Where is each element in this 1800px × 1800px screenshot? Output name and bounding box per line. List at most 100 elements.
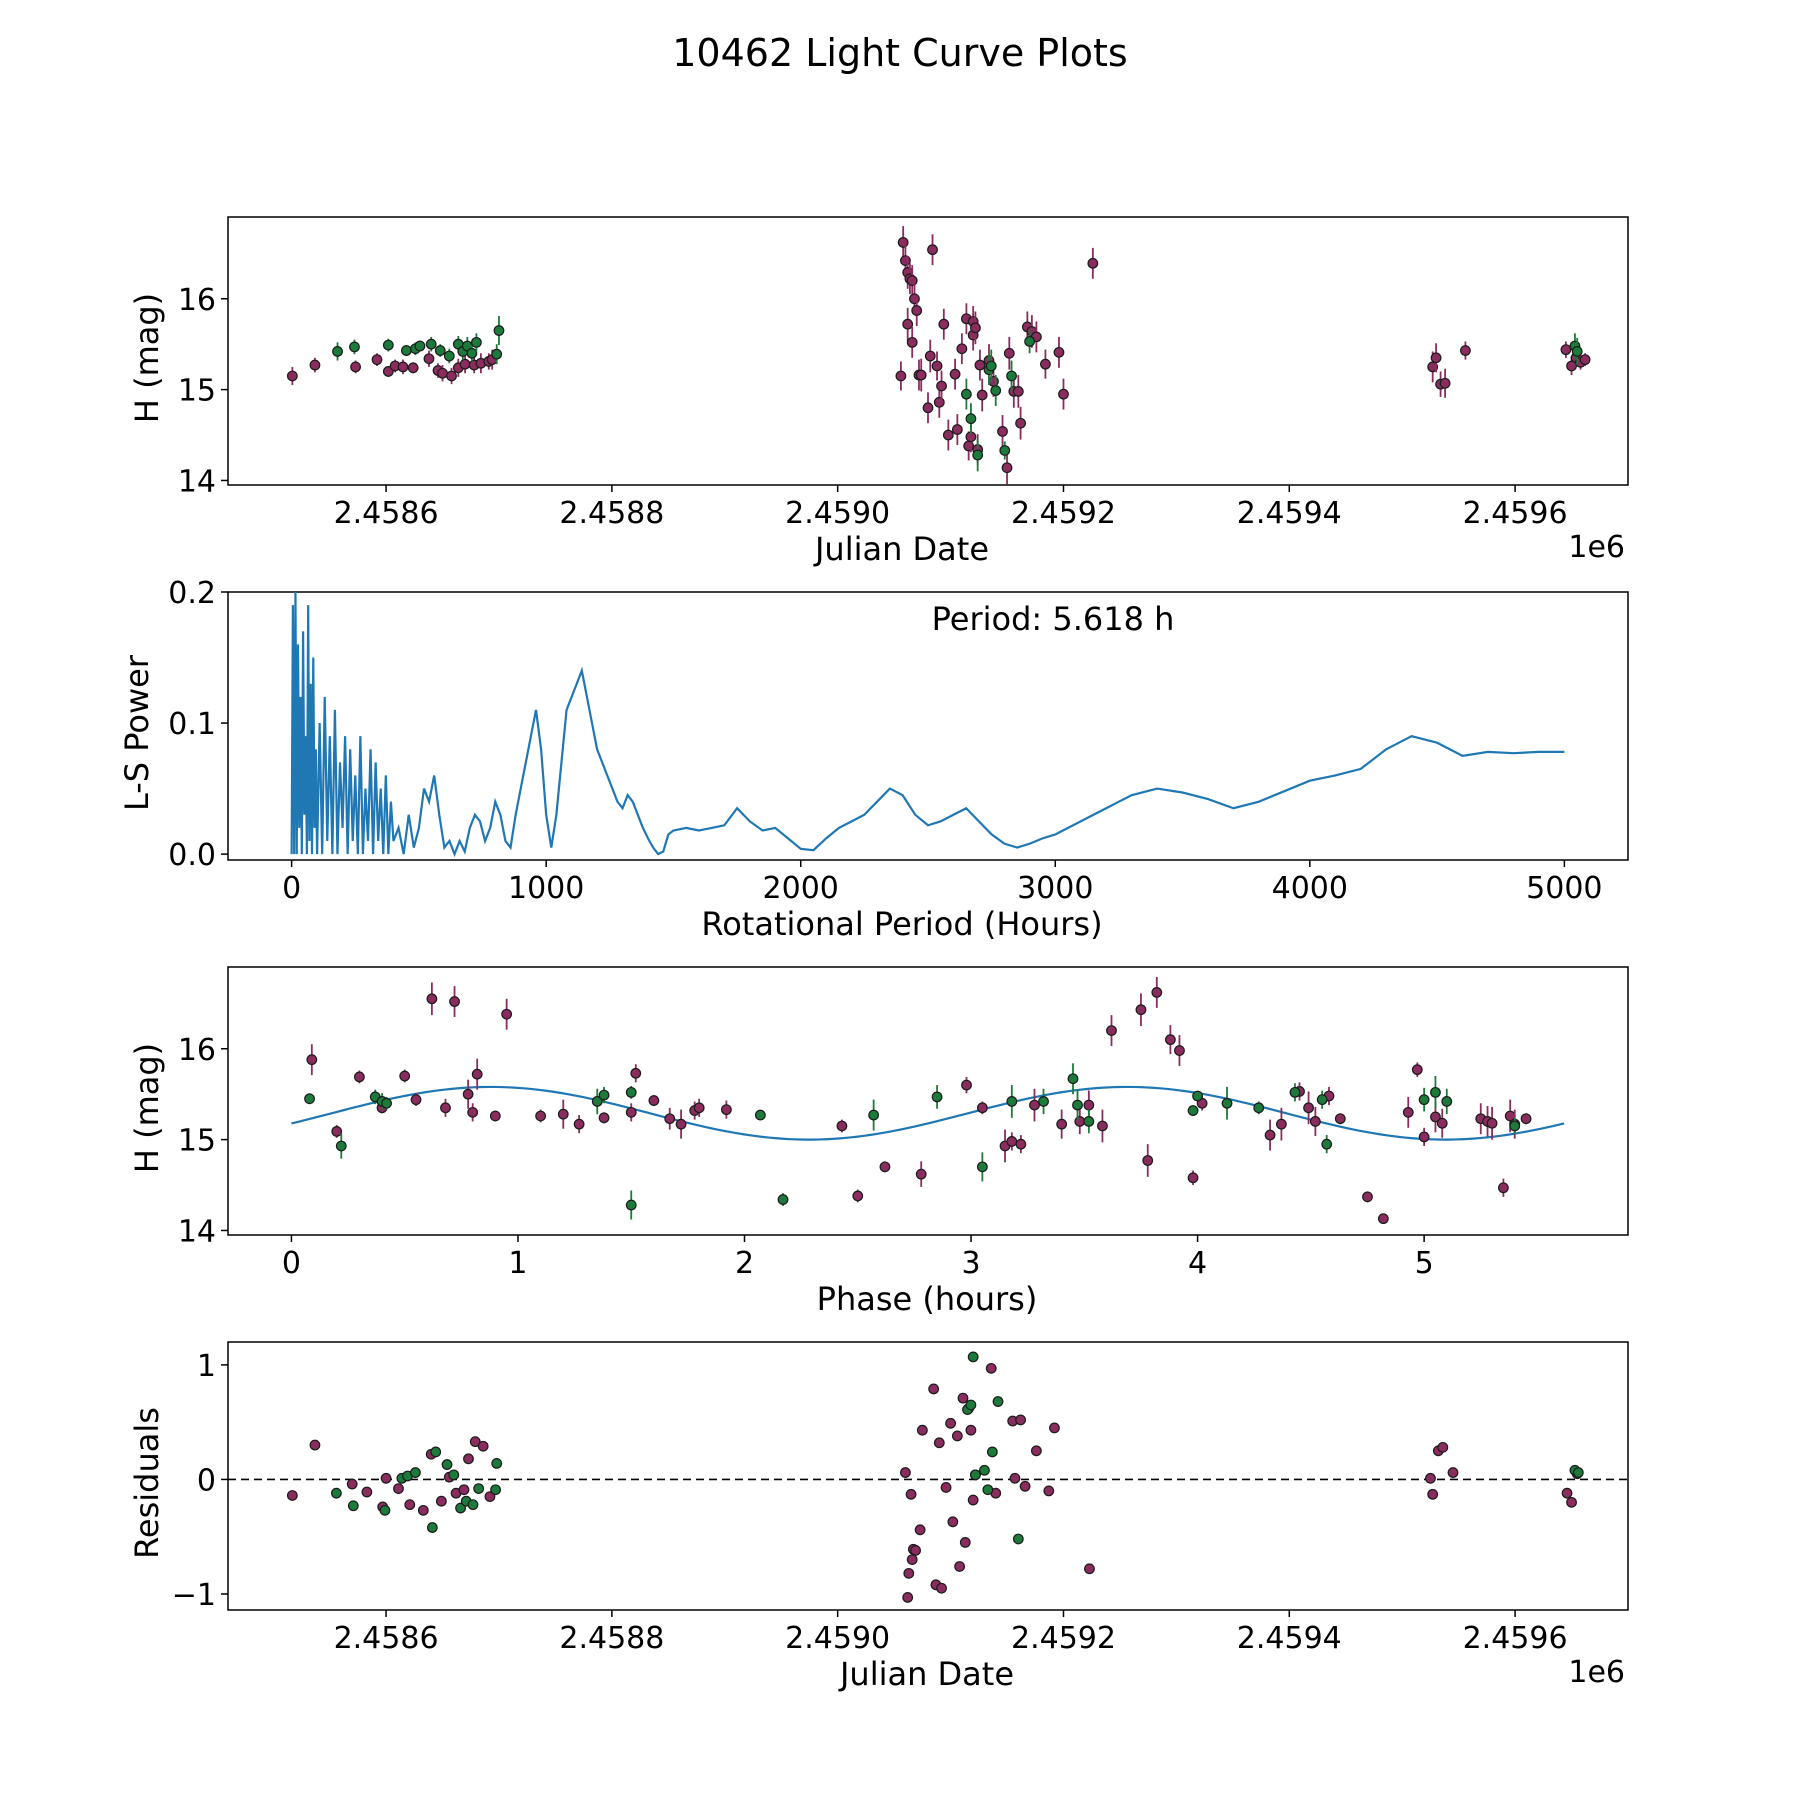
lc-point-green — [434, 345, 446, 356]
resid-point-magenta — [1427, 1488, 1439, 1500]
lc-point-magenta — [922, 402, 934, 414]
lc-point-magenta — [1560, 344, 1572, 356]
lc-point-magenta — [1003, 347, 1015, 359]
resid-point-green — [992, 1396, 1004, 1407]
lc-point-green — [1006, 370, 1017, 382]
resid-point-magenta — [393, 1483, 404, 1494]
lc-point-green — [466, 347, 478, 359]
lc-point-magenta — [909, 293, 920, 305]
phase-point-green — [1038, 1096, 1049, 1107]
phase-point-green — [381, 1097, 392, 1109]
lc-point-green — [349, 341, 360, 353]
ls-xtick-label: 0 — [282, 871, 301, 906]
phase-point-magenta — [961, 1079, 972, 1091]
lc-point-magenta — [997, 426, 1008, 437]
light-curve-ylabel: H (mag) — [128, 293, 166, 423]
phase-point-magenta — [1411, 1064, 1423, 1076]
resid-point-magenta — [959, 1537, 971, 1548]
resid-point-magenta — [435, 1495, 447, 1507]
resid-point-magenta — [1030, 1445, 1042, 1457]
ls-xtick-label: 2000 — [763, 871, 839, 906]
lc-ytick-label: 14 — [178, 464, 216, 499]
lc-point-magenta — [924, 350, 936, 362]
lc-ytick-label: 15 — [178, 374, 216, 409]
lc-point-green — [960, 388, 972, 400]
phase-point-magenta — [1362, 1191, 1373, 1203]
phase-point-magenta — [1520, 1113, 1532, 1125]
phase-point-green — [598, 1089, 610, 1101]
resid-point-magenta — [1049, 1422, 1060, 1434]
resid-xtick-label: 2.4590 — [785, 1621, 890, 1656]
phase-xtick-label: 3 — [961, 1246, 980, 1281]
phase-point-magenta — [573, 1118, 585, 1130]
resid-point-green — [455, 1502, 466, 1514]
lc-point-magenta — [906, 275, 918, 286]
lc-point-green — [1024, 336, 1036, 347]
phase-point-green — [1509, 1120, 1521, 1132]
phase-point-green — [1289, 1086, 1301, 1098]
phase-point-magenta — [1187, 1172, 1199, 1184]
resid-point-magenta — [1019, 1480, 1031, 1492]
lc-point-magenta — [902, 318, 914, 330]
lc-point-magenta — [1087, 257, 1099, 269]
lc-point-green — [990, 385, 1002, 396]
ls-xtick-label: 5000 — [1526, 871, 1602, 906]
resid-point-magenta — [900, 1467, 911, 1478]
phase-point-green — [1441, 1096, 1453, 1107]
lc-point-magenta — [1012, 386, 1024, 397]
lc-point-magenta — [970, 322, 981, 334]
lc-point-magenta — [437, 367, 448, 379]
phase-point-magenta — [535, 1110, 547, 1122]
resid-point-magenta — [916, 1424, 928, 1436]
phase-point-green — [335, 1140, 347, 1152]
phase-panel: Phase (hours) H (mag) 0 1 2 3 4 5 14 15 16 — [128, 966, 1629, 1318]
resid-point-green — [473, 1483, 485, 1494]
phase-point-magenta — [1015, 1138, 1027, 1150]
phase-point-magenta — [879, 1161, 891, 1173]
phase-point-magenta — [1309, 1116, 1321, 1127]
resid-point-green — [330, 1487, 342, 1499]
phase-point-magenta — [664, 1113, 676, 1125]
phase-point-green — [931, 1091, 943, 1103]
periodogram-panel: Rotational Period (Hours) L-S Power Peri… — [118, 576, 1629, 943]
lc-point-magenta — [371, 354, 383, 366]
resid-point-magenta — [286, 1490, 298, 1501]
resid-point-green — [430, 1446, 442, 1458]
ls-ytick-label: 0.1 — [168, 707, 216, 742]
resid-point-magenta — [417, 1504, 429, 1516]
lc-point-green — [493, 325, 505, 336]
phase-point-magenta — [1486, 1117, 1498, 1129]
resid-axes-frame — [227, 1341, 1629, 1611]
lc-point-magenta — [956, 343, 968, 355]
resid-point-magenta — [933, 1437, 945, 1449]
lc-ytick-label: 16 — [178, 283, 216, 318]
resid-point-magenta — [1437, 1441, 1449, 1453]
resid-point-magenta — [1425, 1472, 1436, 1484]
lc-point-magenta — [1430, 352, 1442, 364]
resid-point-magenta — [936, 1582, 947, 1594]
lc-point-green — [382, 339, 394, 351]
phase-xtick-label: 4 — [1188, 1246, 1207, 1281]
resid-point-green — [490, 1484, 501, 1496]
resid-point-green — [426, 1522, 438, 1533]
phase-point-magenta — [648, 1095, 660, 1106]
resid-ytick-label: −1 — [172, 1578, 216, 1613]
phase-point-green — [1192, 1090, 1203, 1102]
ls-xtick-label: 1000 — [508, 871, 584, 906]
phase-xtick-label: 2 — [735, 1246, 754, 1281]
resid-point-magenta — [1447, 1467, 1459, 1478]
phase-xtick-label: 1 — [508, 1246, 527, 1281]
phase-point-green — [1316, 1094, 1328, 1106]
phase-point-magenta — [1056, 1118, 1068, 1130]
light-curve-xlabel: Julian Date — [813, 530, 989, 568]
lc-point-magenta — [286, 370, 298, 382]
phase-point-magenta — [1436, 1117, 1448, 1129]
resid-point-magenta — [910, 1545, 921, 1556]
lc-point-magenta — [895, 370, 907, 382]
phase-point-green — [976, 1161, 988, 1173]
lc-point-magenta — [1460, 345, 1471, 356]
phase-point-green — [1321, 1138, 1333, 1150]
phase-xlabel: Phase (hours) — [817, 1280, 1038, 1318]
resid-xtick-label: 2.4592 — [1011, 1621, 1116, 1656]
